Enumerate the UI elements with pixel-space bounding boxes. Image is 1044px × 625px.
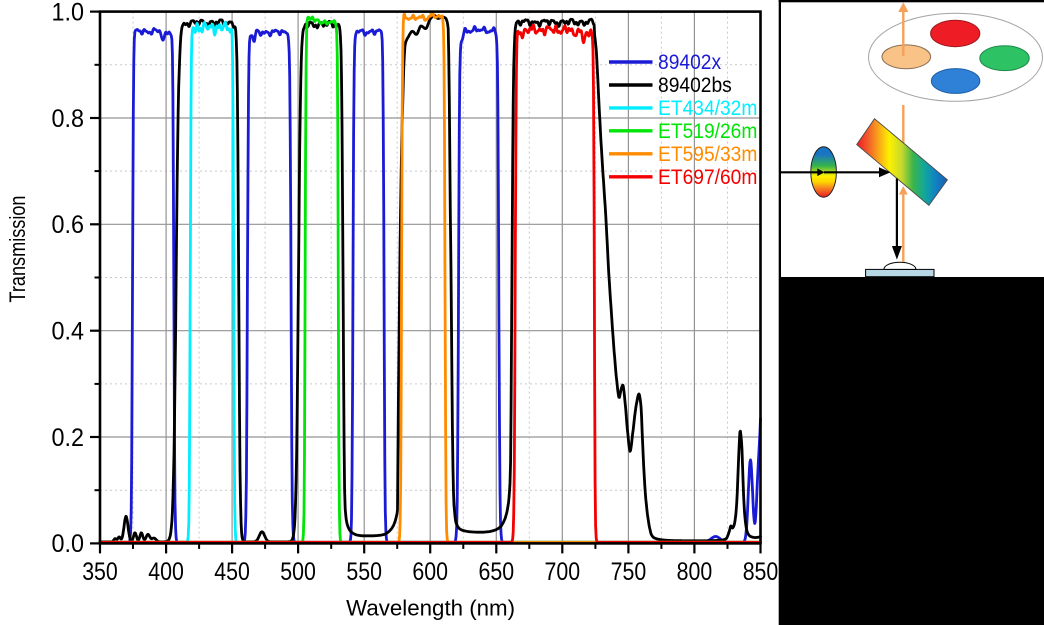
svg-text:600: 600	[412, 558, 448, 586]
svg-text:Wavelength (nm): Wavelength (nm)	[346, 596, 515, 621]
svg-text:ET697/60m: ET697/60m	[658, 166, 757, 189]
svg-text:400: 400	[148, 558, 184, 586]
svg-text:0.2: 0.2	[52, 424, 85, 452]
svg-text:750: 750	[611, 558, 647, 586]
svg-text:ET595/33m: ET595/33m	[658, 143, 757, 166]
svg-text:0.0: 0.0	[52, 530, 85, 558]
svg-text:450: 450	[214, 558, 250, 586]
svg-text:0.4: 0.4	[52, 318, 85, 346]
svg-text:0.6: 0.6	[52, 211, 85, 239]
svg-text:0.8: 0.8	[52, 105, 85, 133]
svg-text:550: 550	[346, 558, 382, 586]
svg-text:89402bs: 89402bs	[658, 74, 732, 97]
svg-text:700: 700	[545, 558, 581, 586]
svg-text:Transmission: Transmission	[5, 196, 30, 303]
svg-text:800: 800	[677, 558, 713, 586]
svg-text:1.0: 1.0	[52, 0, 85, 26]
svg-text:ET434/32m: ET434/32m	[658, 97, 757, 120]
svg-text:650: 650	[479, 558, 515, 586]
svg-text:ET519/26m: ET519/26m	[658, 120, 757, 143]
svg-text:89402x: 89402x	[658, 51, 722, 74]
svg-text:350: 350	[82, 558, 118, 586]
svg-text:850: 850	[743, 558, 779, 586]
svg-text:500: 500	[280, 558, 316, 586]
